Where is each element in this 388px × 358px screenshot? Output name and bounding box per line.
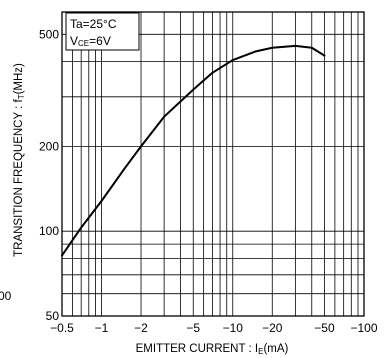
x-axis-label: EMITTER CURRENT : IE(mA) (136, 343, 289, 356)
y-tick-label: 500 (39, 27, 59, 41)
annotation-voltage: VCE=6V (70, 34, 111, 48)
y-tick-label: 200 (39, 139, 59, 153)
annotation-temperature: Ta=25°C (70, 17, 117, 31)
grid (61, 11, 365, 317)
x-tick-label: −2 (134, 321, 148, 335)
x-tick-label: −100 (350, 321, 377, 335)
x-tick-labels: −0.5 −1 −2 −5 −10 −20 −50 −100 (50, 321, 378, 335)
x-tick-label: −0.5 (50, 321, 74, 335)
y-tick-label: 50 (46, 309, 60, 323)
x-tick-label: −20 (262, 321, 283, 335)
x-tick-label: −10 (223, 321, 244, 335)
left-cut-label: 00 (0, 289, 12, 303)
y-tick-labels: 50 100 200 500 (39, 27, 59, 323)
y-tick-label: 100 (39, 224, 59, 238)
plot-border (61, 11, 365, 317)
x-tick-label: −50 (314, 321, 335, 335)
series-line (61, 44, 326, 257)
plot-frame (61, 11, 365, 317)
y-axis-label: TRANSITION FREQUENCY : fT(MHz) (13, 63, 26, 257)
series-layer (61, 44, 326, 257)
x-tick-label: −1 (95, 321, 109, 335)
annotation-box: Ta=25°C VCE=6V (65, 12, 140, 51)
x-tick-label: −5 (186, 321, 200, 335)
